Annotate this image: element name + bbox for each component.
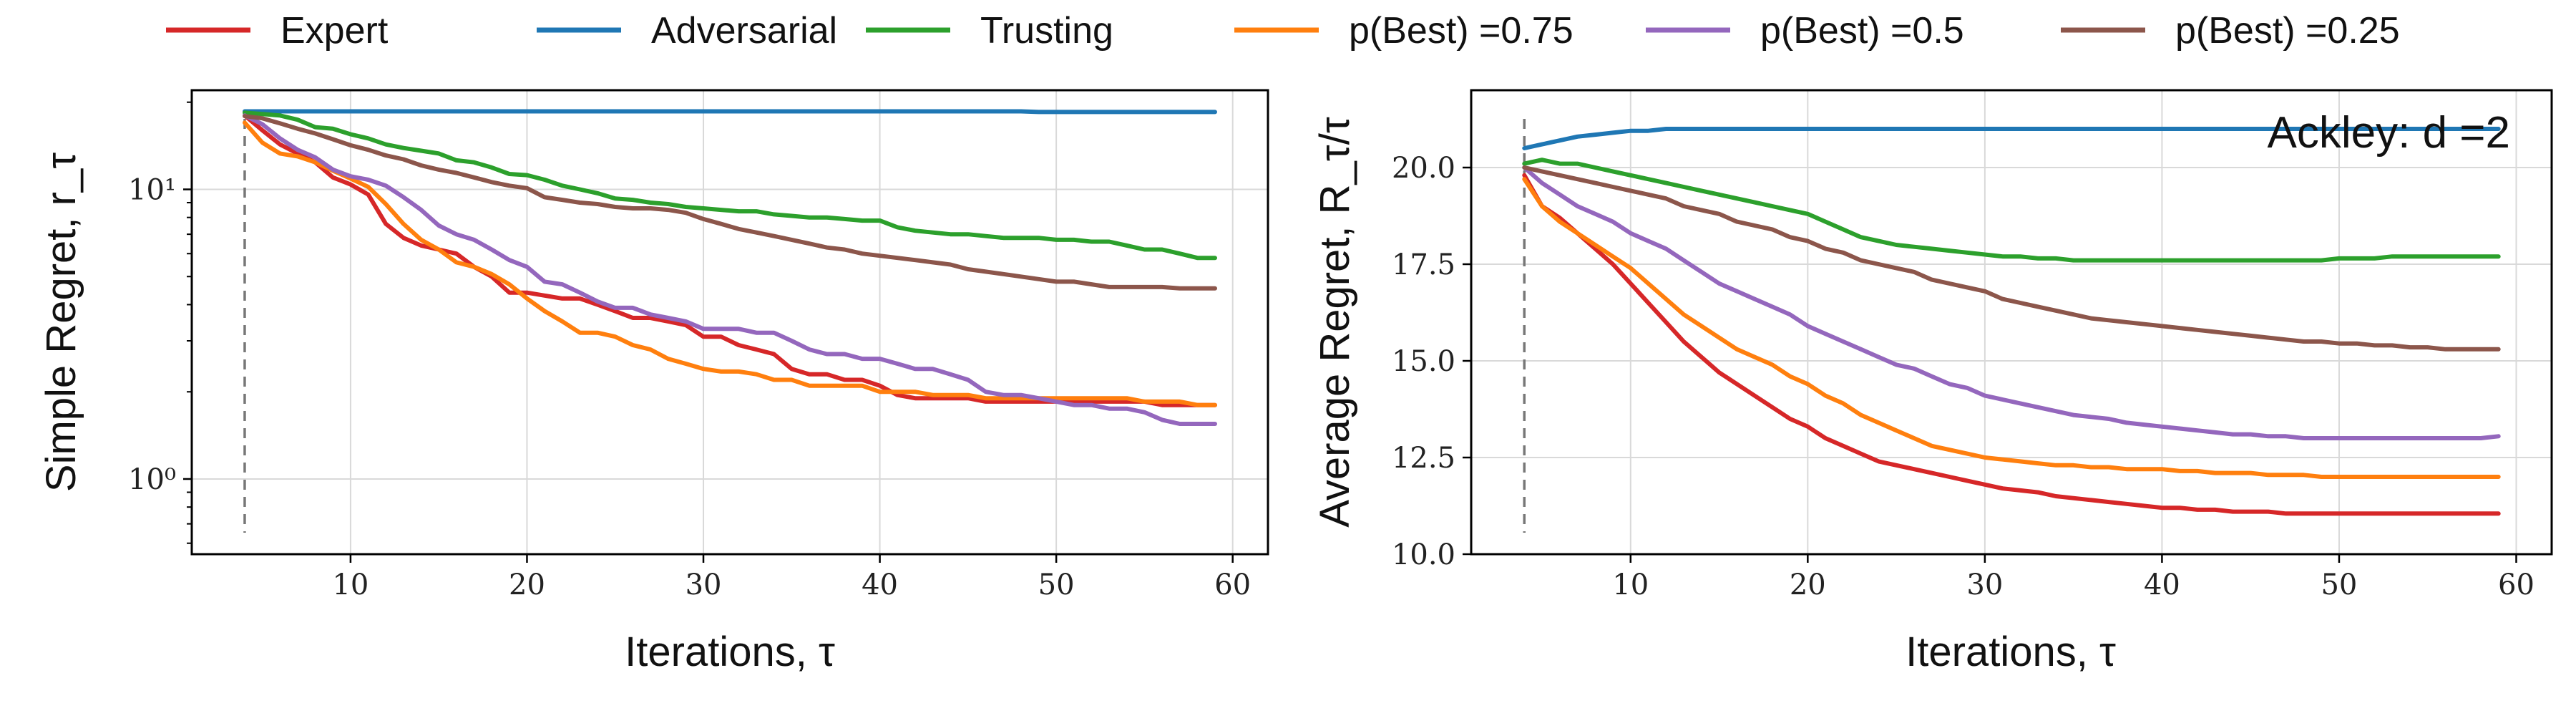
function-annotation: Ackley: d =2 [2268, 108, 2510, 158]
plot-area-frame [1471, 90, 2552, 554]
x-tick-label: 20 [1790, 569, 1826, 601]
legend-label: p(Best) =0.5 [1760, 10, 1964, 52]
legend-label: Adversarial [651, 10, 837, 52]
legend-label: p(Best) =0.25 [2175, 10, 2400, 52]
x-tick-label: 30 [1966, 569, 2003, 601]
simple-regret-panel: 10 20 30 40 50 60 10⁰ 10¹ Iterations, τ Simple … [38, 89, 1269, 675]
y-tick-label: 10.0 [1392, 538, 1455, 571]
legend-entry-expert: Expert [166, 10, 389, 52]
series-line-adversarial [1522, 127, 2501, 150]
average-regret-panel: 10 20 30 40 50 60 10.0 12.5 15.0 17.5 20.0 Ackley:… [1312, 89, 2553, 675]
y-tick-label: 10⁰ [128, 463, 176, 496]
x-tick-label: 50 [2321, 569, 2357, 601]
y-tick-label: 17.5 [1392, 248, 1455, 281]
x-axis-label: Iterations, τ [625, 629, 835, 675]
y-tick-label: 12.5 [1392, 442, 1455, 475]
axis-ticks: 10 20 30 40 50 60 10⁰ 10¹ [128, 101, 1251, 601]
legend-entry-p-best-0-25: p(Best) =0.25 [2061, 10, 2400, 52]
series-line-trusting [243, 110, 1217, 261]
plot-area-frame [192, 90, 1268, 554]
x-tick-label: 60 [1214, 569, 1251, 601]
series-lines [243, 109, 1217, 426]
legend-label: Expert [280, 10, 389, 52]
series-line-expert [1522, 173, 2501, 516]
legend-label: Trusting [980, 10, 1113, 52]
series-line-p-best-0-25 [243, 114, 1217, 291]
series-line-p-best-0-5 [1522, 165, 2501, 440]
axis-ticks: 10 20 30 40 50 60 10.0 12.5 15.0 17.5 20.0 [1392, 152, 2534, 601]
legend-entry-trusting: Trusting [866, 10, 1113, 52]
series-line-trusting [1522, 158, 2501, 263]
series-lines [1522, 127, 2501, 516]
legend-entry-p-best-0-75: p(Best) =0.75 [1234, 10, 1574, 52]
legend-entry-adversarial: Adversarial [537, 10, 837, 52]
x-tick-label: 40 [862, 569, 898, 601]
y-tick-label: 15.0 [1392, 345, 1455, 378]
x-tick-label: 10 [332, 569, 369, 601]
series-line-p-best-0-25 [1522, 165, 2501, 352]
y-tick-label: 20.0 [1392, 152, 1455, 185]
x-tick-label: 10 [1612, 569, 1649, 601]
series-line-p-best-0-5 [243, 113, 1217, 426]
plot-border [190, 89, 1269, 556]
x-axis-label: Iterations, τ [1906, 629, 2116, 675]
y-tick-label: 10¹ [128, 174, 176, 207]
x-tick-label: 60 [2498, 569, 2534, 601]
plot-border [1470, 89, 2553, 556]
series-line-p-best-0-75 [1522, 177, 2501, 479]
x-tick-label: 30 [686, 569, 722, 601]
series-line-p-best-0-75 [243, 120, 1217, 407]
y-axis-label: Average Regret, R_τ/τ [1312, 117, 1358, 528]
x-tick-label: 20 [509, 569, 545, 601]
x-tick-label: 50 [1038, 569, 1075, 601]
legend-label: p(Best) =0.75 [1349, 10, 1574, 52]
y-axis-label: Simple Regret, r_τ [38, 153, 84, 492]
legend-entry-p-best-0-5: p(Best) =0.5 [1646, 10, 1964, 52]
x-tick-label: 40 [2144, 569, 2180, 601]
legend: Expert Adversarial Trusting p(Best) =0.75 p(… [166, 10, 2400, 52]
